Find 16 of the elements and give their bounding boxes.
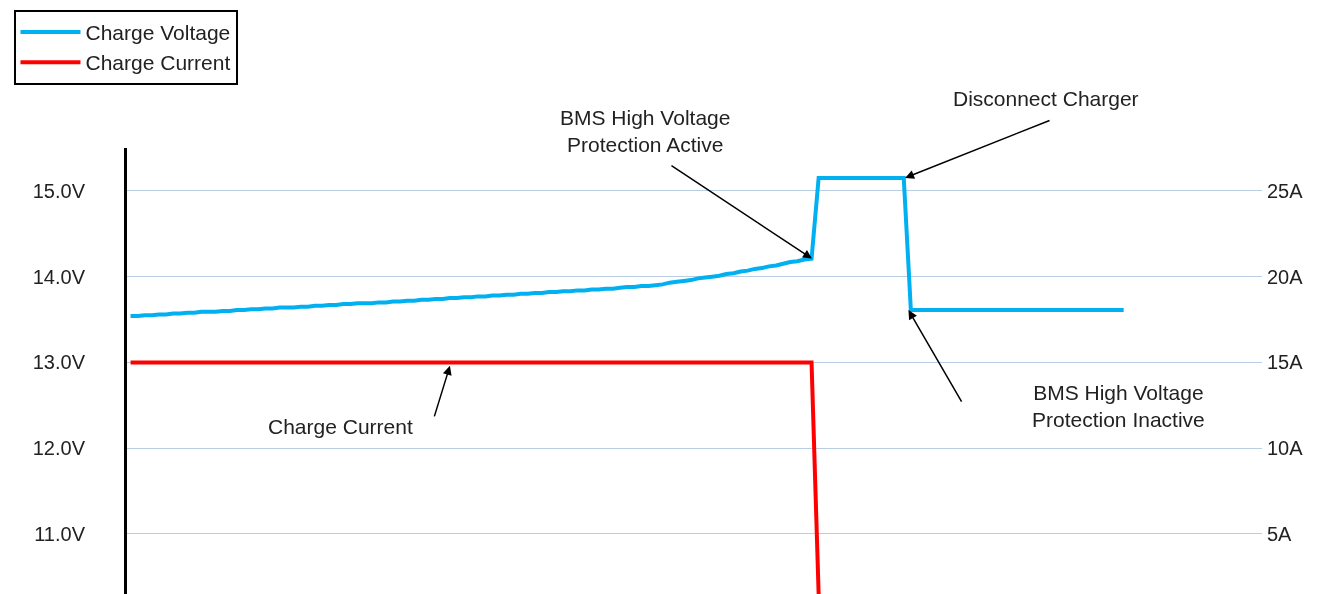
y2-tick-label: 20A: [1267, 265, 1304, 288]
y-tick-label: 15.0V: [32, 179, 86, 202]
y-tick-label: 11.0V: [34, 522, 86, 545]
legend-label: Charge Current: [85, 51, 231, 75]
y-tick-label: 12.0V: [32, 437, 86, 460]
annotation: BMS High Voltage Protection Inactive: [1032, 381, 1205, 432]
y2-tick-label: 15A: [1267, 351, 1304, 374]
annotation: BMS High Voltage Protection Active: [560, 106, 731, 157]
y2-tick-label: 25A: [1267, 179, 1304, 202]
annotation: Charge Current: [268, 415, 413, 438]
legend-label: Charge Voltage: [85, 21, 231, 45]
text: Disconnect Charger: [953, 87, 1139, 110]
y2-tick-label: 5A: [1267, 522, 1293, 545]
y2-tick-label: 10A: [1267, 437, 1304, 460]
y-tick-label: 14.0V: [32, 265, 86, 288]
y-tick-label: 13.0V: [32, 351, 86, 374]
